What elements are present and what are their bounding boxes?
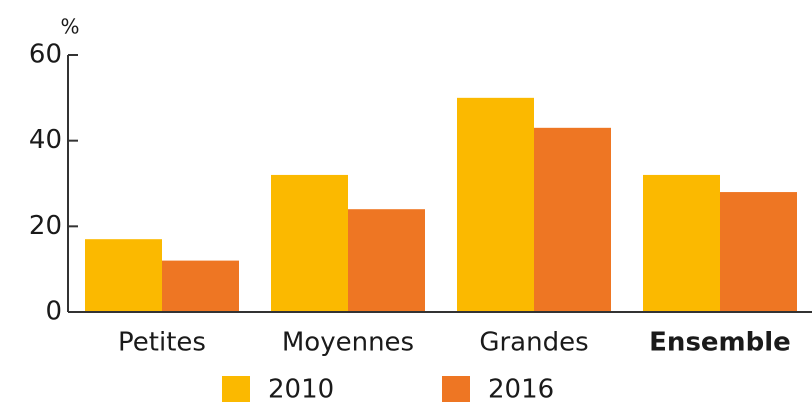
bar [534, 127, 611, 312]
y-axis-label: % [60, 15, 79, 39]
x-tick-label: Moyennes [282, 328, 414, 358]
bar [348, 209, 425, 312]
bar [85, 239, 162, 312]
y-tick-label: 40 [29, 125, 62, 155]
bar [720, 192, 797, 312]
legend-label: 2016 [488, 375, 554, 405]
bar [643, 174, 720, 312]
legend-swatch [442, 376, 470, 402]
x-tick-label: Petites [118, 328, 206, 358]
y-tick-label: 0 [45, 297, 62, 327]
y-tick-label: 60 [29, 40, 62, 70]
legend-swatch [222, 376, 250, 402]
bar [457, 97, 534, 312]
x-tick-label: Ensemble [649, 328, 791, 358]
bar [162, 260, 239, 312]
y-tick-label: 20 [29, 211, 62, 241]
x-tick-label: Grandes [479, 328, 588, 358]
bar [271, 174, 348, 312]
legend-label: 2010 [268, 375, 334, 405]
